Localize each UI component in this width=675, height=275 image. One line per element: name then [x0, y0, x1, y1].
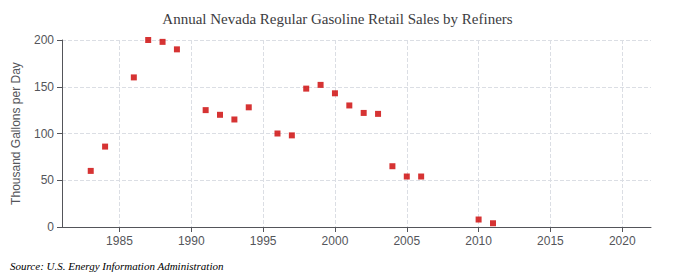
- svg-text:Thousand Gallons per Day: Thousand Gallons per Day: [9, 62, 23, 205]
- svg-text:2010: 2010: [465, 234, 492, 248]
- svg-text:2000: 2000: [322, 234, 349, 248]
- svg-text:150: 150: [34, 80, 54, 94]
- svg-text:1995: 1995: [250, 234, 277, 248]
- svg-text:1985: 1985: [106, 234, 133, 248]
- svg-text:Source: U.S. Energy Informatio: Source: U.S. Energy Information Administ…: [10, 260, 224, 272]
- svg-text:1990: 1990: [178, 234, 205, 248]
- svg-text:2015: 2015: [537, 234, 564, 248]
- svg-text:0: 0: [47, 220, 54, 234]
- svg-text:2005: 2005: [393, 234, 420, 248]
- svg-text:2020: 2020: [609, 234, 636, 248]
- svg-text:Annual Nevada Regular Gasoline: Annual Nevada Regular Gasoline Retail Sa…: [162, 11, 512, 27]
- svg-text:100: 100: [34, 127, 54, 141]
- svg-text:50: 50: [41, 173, 55, 187]
- svg-text:200: 200: [34, 33, 54, 47]
